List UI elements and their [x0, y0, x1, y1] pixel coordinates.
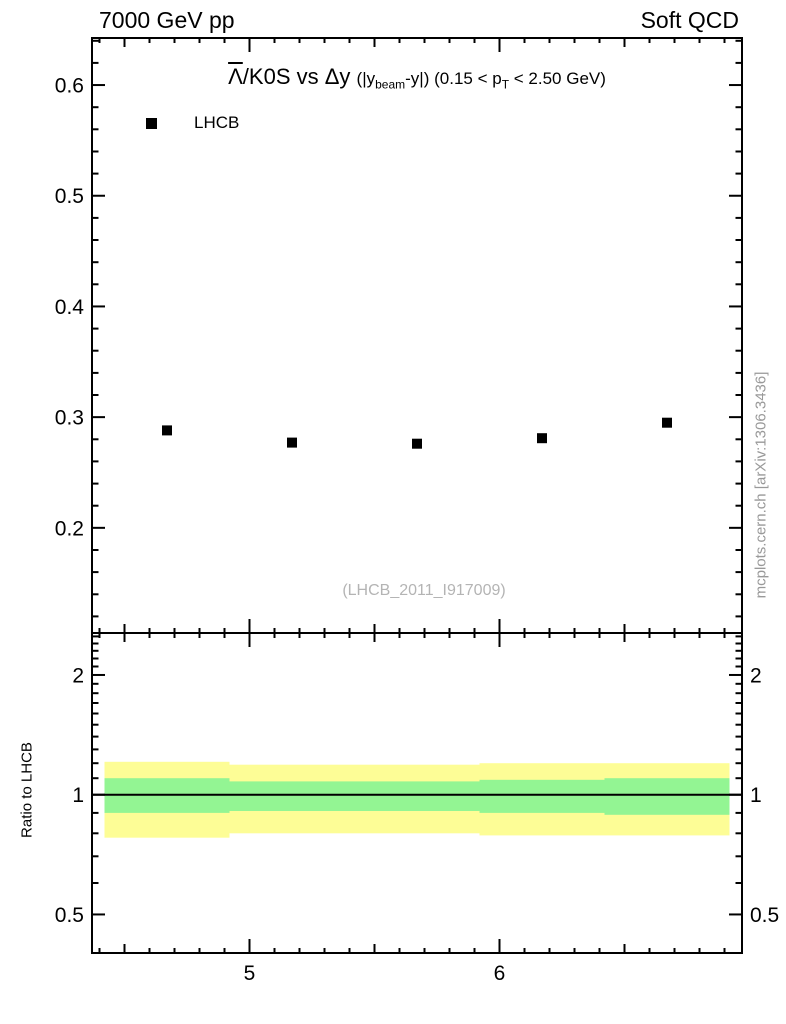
uncertainty-band-stat-uncertainty: [229, 781, 355, 811]
lambda-bar-symbol: Λ: [228, 64, 243, 89]
uncertainty-band-stat-uncertainty: [354, 781, 480, 811]
plot-title: Λ/K0S vs Δy (|ybeam-y|) (0.15 < pT < 2.5…: [228, 64, 606, 91]
mcplots-arxiv-credit: mcplots.cern.ch [arXiv:1306.3436]: [752, 371, 770, 599]
process-group-label: Soft QCD: [640, 7, 739, 33]
uncertainty-band-stat-uncertainty: [604, 778, 730, 815]
y-axis-tick-label: 0.4: [55, 296, 85, 319]
data-point-LHCB: [287, 437, 297, 448]
ratio-axis-title: Ratio to LHCB: [18, 742, 36, 838]
uncertainty-band-stat-uncertainty: [479, 779, 605, 813]
data-point-LHCB: [412, 438, 422, 449]
data-point-LHCB: [662, 417, 672, 428]
ratio-tick-label-right: 1: [750, 784, 762, 807]
ratio-panel-frame: [91, 632, 743, 954]
beam-energy-label: 7000 GeV pp: [99, 7, 235, 33]
data-point-LHCB: [162, 425, 172, 436]
y-axis-tick-label: 0.6: [55, 75, 84, 98]
x-axis-tick-label: 6: [494, 962, 506, 985]
legend-marker-square-icon: [146, 117, 157, 129]
y-axis-tick-label: 0.3: [55, 407, 84, 430]
plot-title-detail: (|ybeam-y|) (0.15 < pT < 2.50 GeV): [356, 69, 606, 92]
subscript-pt: T: [501, 77, 510, 92]
ratio-tick-label-left: 2: [72, 665, 84, 688]
legend-label: LHCB: [194, 113, 240, 132]
plot-title-main: /K0S vs Δy: [242, 64, 357, 89]
ratio-tick-label-left: 0.5: [55, 904, 84, 927]
legend: LHCB: [146, 113, 239, 133]
x-axis-tick-label: 5: [244, 962, 256, 985]
ratio-tick-label-right: 2: [750, 665, 762, 688]
ratio-tick-label-left: 1: [72, 784, 84, 807]
data-point-LHCB: [537, 433, 547, 444]
y-axis-tick-label: 0.2: [55, 517, 84, 540]
subscript-beam: beam: [375, 77, 406, 92]
y-axis-tick-label: 0.5: [55, 185, 84, 208]
ratio-tick-label-right: 0.5: [750, 904, 779, 927]
analysis-id-watermark: (LHCB_2011_I917009): [342, 582, 506, 599]
